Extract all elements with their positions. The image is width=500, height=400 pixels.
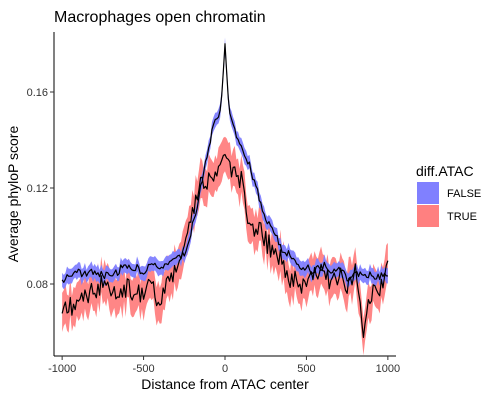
x-tick-label: -500 [133,363,155,375]
legend-title: diff.ATAC [416,163,474,179]
plot-area [61,37,389,356]
legend: diff.ATAC FALSE TRUE [416,163,481,227]
y-axis-title: Average phyloP score [5,126,21,263]
ribbons-layer [62,37,388,356]
x-axis-title: Distance from ATAC center [141,376,309,392]
chart-title: Macrophages open chromatin [54,9,266,26]
legend-items: FALSE TRUE [417,182,481,227]
legend-swatch-false [417,182,439,204]
line-true [61,153,389,339]
legend-label-false: FALSE [447,188,481,200]
x-tick-label: 1000 [376,363,400,375]
ribbon-false [62,37,388,290]
y-axis-ticks: 0.08 0.12 0.16 [27,87,54,291]
y-tick-label: 0.12 [27,183,48,195]
lines-layer [61,43,389,339]
y-tick-label: 0.08 [27,279,48,291]
x-axis-ticks: -1000 -500 0 500 1000 [48,356,400,375]
x-tick-label: -1000 [48,363,76,375]
x-tick-label: 0 [222,363,228,375]
y-tick-label: 0.16 [27,87,48,99]
legend-label-true: TRUE [447,211,477,223]
line-false [61,43,388,283]
legend-swatch-true [417,205,439,227]
ribbon-true [62,136,388,356]
x-tick-label: 500 [297,363,315,375]
